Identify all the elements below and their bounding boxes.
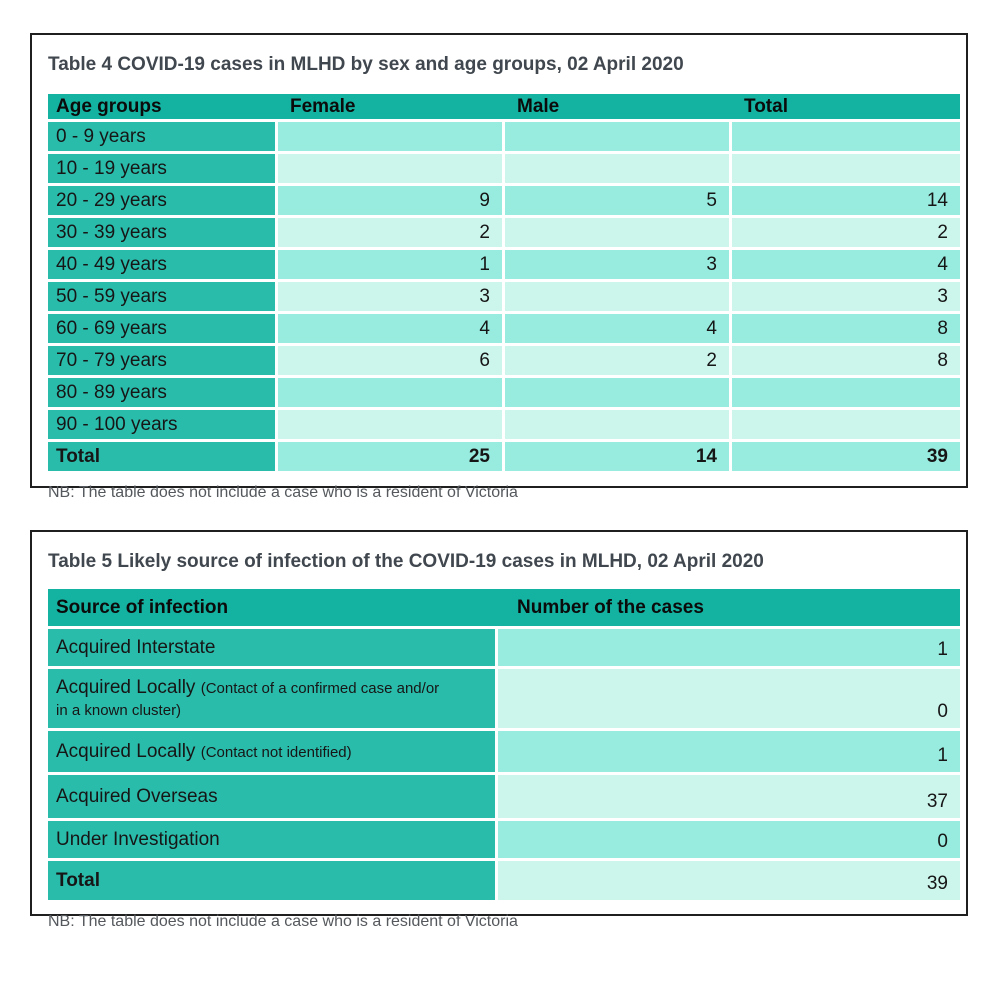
age-group-label: 60 - 69 years xyxy=(48,314,275,346)
total-label: Total xyxy=(48,442,275,474)
total-value: 3 xyxy=(729,282,960,314)
female-value xyxy=(275,410,502,442)
age-group-label: 70 - 79 years xyxy=(48,346,275,378)
age-group-label: 0 - 9 years xyxy=(48,122,275,154)
total-value xyxy=(729,122,960,154)
source-sublabel: (Contact of a confirmed case and/or in a… xyxy=(56,679,440,719)
total-value xyxy=(729,154,960,186)
total-value: 8 xyxy=(729,314,960,346)
age-group-label: 30 - 39 years xyxy=(48,218,275,250)
table-row: 90 - 100 years xyxy=(48,410,960,442)
source-label-text: Under Investigation xyxy=(56,828,220,850)
table-row: 70 - 79 years 6 2 8 xyxy=(48,346,960,378)
table5-title: Table 5 Likely source of infection of th… xyxy=(48,551,764,572)
table-row: Acquired Locally (Contact not identified… xyxy=(48,731,960,775)
table-row: 20 - 29 years 9 5 14 xyxy=(48,186,960,218)
table-row: 60 - 69 years 4 4 8 xyxy=(48,314,960,346)
table5: Source of infection Number of the cases … xyxy=(48,589,960,903)
male-value: 4 xyxy=(502,314,729,346)
total-label: Total xyxy=(48,861,495,903)
table4-header-row: Age groups Female Male Total xyxy=(48,94,960,122)
female-value: 6 xyxy=(275,346,502,378)
table-row: Under Investigation 0 xyxy=(48,821,960,861)
source-label: Acquired Overseas xyxy=(48,775,495,821)
cases-value: 1 xyxy=(495,629,960,669)
column-header-female: Female xyxy=(275,94,502,122)
table-row: Acquired Locally (Contact of a confirmed… xyxy=(48,669,960,731)
column-header-male: Male xyxy=(502,94,729,122)
source-label: Under Investigation xyxy=(48,821,495,861)
grand-total-value: 39 xyxy=(729,442,960,474)
male-value xyxy=(502,218,729,250)
male-value xyxy=(502,378,729,410)
column-header-total: Total xyxy=(729,94,960,122)
male-value: 2 xyxy=(502,346,729,378)
source-label-text: Acquired Locally xyxy=(56,676,196,698)
female-value xyxy=(275,154,502,186)
cases-value: 1 xyxy=(495,731,960,775)
cases-value: 0 xyxy=(495,821,960,861)
male-value: 3 xyxy=(502,250,729,282)
cases-value: 37 xyxy=(495,775,960,821)
source-sublabel: (Contact not identified) xyxy=(200,743,352,761)
female-value: 3 xyxy=(275,282,502,314)
age-group-label: 10 - 19 years xyxy=(48,154,275,186)
male-value xyxy=(502,282,729,314)
total-value: 14 xyxy=(729,186,960,218)
table-row: Acquired Overseas 37 xyxy=(48,775,960,821)
male-value xyxy=(502,122,729,154)
total-value xyxy=(729,378,960,410)
table-row: 10 - 19 years xyxy=(48,154,960,186)
female-total-value: 25 xyxy=(275,442,502,474)
age-group-label: 90 - 100 years xyxy=(48,410,275,442)
total-value: 4 xyxy=(729,250,960,282)
female-value: 2 xyxy=(275,218,502,250)
total-value: 8 xyxy=(729,346,960,378)
table4: Age groups Female Male Total 0 - 9 years… xyxy=(48,94,960,474)
source-label-text: Acquired Locally xyxy=(56,740,196,762)
table5-section: Table 5 Likely source of infection of th… xyxy=(30,530,968,930)
female-value: 9 xyxy=(275,186,502,218)
female-value xyxy=(275,122,502,154)
table-row: 40 - 49 years 1 3 4 xyxy=(48,250,960,282)
table-row: 30 - 39 years 2 2 xyxy=(48,218,960,250)
column-header-source: Source of infection xyxy=(48,589,495,629)
table4-note: NB: The table does not include a case wh… xyxy=(48,484,518,501)
table-row: 50 - 59 years 3 3 xyxy=(48,282,960,314)
total-row: Total 25 14 39 xyxy=(48,442,960,474)
total-cases-value: 39 xyxy=(495,861,960,903)
female-value xyxy=(275,378,502,410)
total-value xyxy=(729,410,960,442)
age-group-label: 80 - 89 years xyxy=(48,378,275,410)
total-row: Total 39 xyxy=(48,861,960,903)
table4-section: Table 4 COVID-19 cases in MLHD by sex an… xyxy=(30,33,968,501)
source-label: Acquired Locally (Contact of a confirmed… xyxy=(48,669,495,731)
male-value xyxy=(502,154,729,186)
male-total-value: 14 xyxy=(502,442,729,474)
age-group-label: 40 - 49 years xyxy=(48,250,275,282)
column-header-age-groups: Age groups xyxy=(48,94,275,122)
source-label: Acquired Interstate xyxy=(48,629,495,669)
source-label-text: Acquired Overseas xyxy=(56,785,218,807)
table5-note: NB: The table does not include a case wh… xyxy=(48,913,518,930)
source-label-text: Acquired Interstate xyxy=(56,636,216,658)
male-value: 5 xyxy=(502,186,729,218)
table-row: 80 - 89 years xyxy=(48,378,960,410)
female-value: 1 xyxy=(275,250,502,282)
table5-header-row: Source of infection Number of the cases xyxy=(48,589,960,629)
column-header-number-of-cases: Number of the cases xyxy=(495,589,960,629)
total-value: 2 xyxy=(729,218,960,250)
age-group-label: 20 - 29 years xyxy=(48,186,275,218)
cases-value: 0 xyxy=(495,669,960,731)
table-row: Acquired Interstate 1 xyxy=(48,629,960,669)
female-value: 4 xyxy=(275,314,502,346)
age-group-label: 50 - 59 years xyxy=(48,282,275,314)
table-row: 0 - 9 years xyxy=(48,122,960,154)
source-label: Acquired Locally (Contact not identified… xyxy=(48,731,495,775)
male-value xyxy=(502,410,729,442)
page: { "colors": { "teal-header": "#14b2a1", … xyxy=(0,33,1000,1001)
table4-title: Table 4 COVID-19 cases in MLHD by sex an… xyxy=(48,54,684,75)
